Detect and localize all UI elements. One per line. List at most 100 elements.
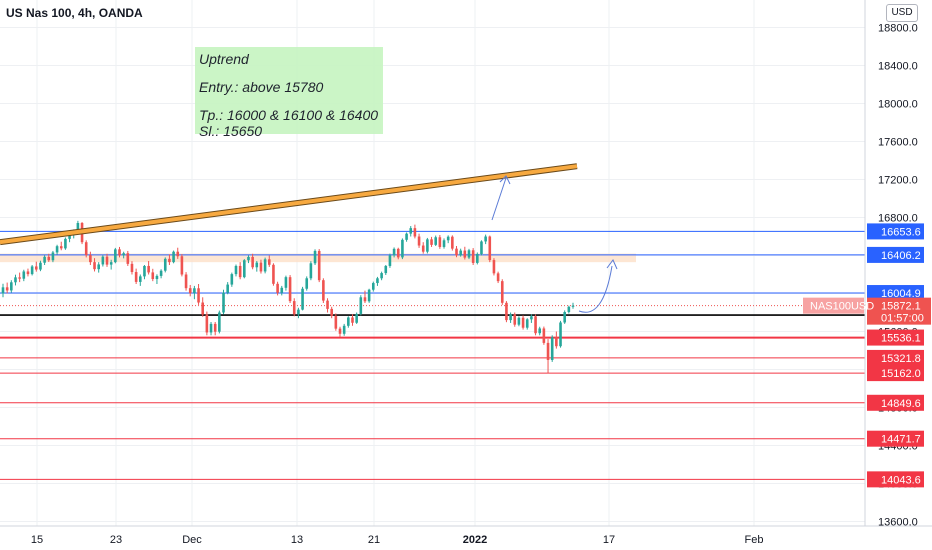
candle[interactable] bbox=[476, 252, 479, 265]
candle[interactable] bbox=[122, 251, 125, 259]
candle[interactable] bbox=[513, 312, 517, 327]
candle[interactable] bbox=[193, 285, 196, 300]
candle[interactable] bbox=[255, 261, 259, 272]
candle[interactable] bbox=[521, 315, 525, 330]
candle[interactable] bbox=[505, 301, 508, 323]
candle[interactable] bbox=[355, 312, 358, 324]
candles[interactable] bbox=[1, 220, 575, 374]
candle[interactable] bbox=[130, 261, 134, 275]
candle[interactable] bbox=[114, 247, 117, 264]
candle[interactable] bbox=[30, 265, 34, 276]
candle[interactable] bbox=[64, 237, 67, 250]
candle[interactable] bbox=[26, 268, 30, 277]
candle[interactable] bbox=[251, 253, 254, 270]
candle[interactable] bbox=[14, 274, 17, 286]
candle[interactable] bbox=[509, 312, 512, 323]
candle[interactable] bbox=[442, 238, 446, 249]
candle[interactable] bbox=[97, 262, 100, 273]
candle[interactable] bbox=[500, 279, 504, 305]
candle[interactable] bbox=[309, 261, 313, 281]
projection-arrowhead[interactable] bbox=[499, 175, 511, 185]
candle[interactable] bbox=[280, 285, 284, 296]
time-axis[interactable]: 15 23 Dec 13 21 2022 17 Feb bbox=[0, 525, 932, 546]
candle[interactable] bbox=[243, 259, 246, 279]
candle[interactable] bbox=[388, 253, 392, 268]
price-level-badge[interactable]: 14471.7 bbox=[867, 430, 924, 447]
candle[interactable] bbox=[180, 254, 184, 277]
candle[interactable] bbox=[147, 261, 150, 275]
candle[interactable] bbox=[405, 232, 408, 242]
candle[interactable] bbox=[534, 314, 537, 336]
candle[interactable] bbox=[176, 247, 180, 259]
candle[interactable] bbox=[317, 249, 321, 283]
candle[interactable] bbox=[118, 246, 121, 258]
candle[interactable] bbox=[313, 249, 317, 265]
candle[interactable] bbox=[234, 264, 238, 277]
candle[interactable] bbox=[455, 246, 458, 258]
candle[interactable] bbox=[326, 298, 329, 313]
candle[interactable] bbox=[484, 234, 487, 245]
candle[interactable] bbox=[471, 248, 475, 265]
price-level-badge[interactable]: 14043.6 bbox=[867, 471, 924, 488]
candle[interactable] bbox=[384, 265, 388, 275]
candle[interactable] bbox=[138, 274, 142, 286]
projection-arrow-curve[interactable] bbox=[578, 265, 613, 313]
candle[interactable] bbox=[567, 305, 571, 314]
candle[interactable] bbox=[101, 255, 105, 267]
candle[interactable] bbox=[550, 335, 554, 362]
candle[interactable] bbox=[276, 281, 279, 296]
price-level-badge[interactable]: 15321.8 bbox=[867, 349, 924, 366]
candle[interactable] bbox=[184, 272, 188, 291]
candle[interactable] bbox=[459, 248, 462, 257]
candle[interactable] bbox=[155, 274, 159, 284]
candle[interactable] bbox=[342, 323, 346, 336]
candle[interactable] bbox=[371, 281, 375, 292]
candle[interactable] bbox=[351, 314, 354, 326]
candle[interactable] bbox=[297, 307, 300, 319]
candle[interactable] bbox=[430, 236, 433, 247]
candle[interactable] bbox=[226, 282, 229, 295]
candle[interactable] bbox=[34, 261, 38, 272]
candle[interactable] bbox=[109, 259, 113, 270]
candle[interactable] bbox=[213, 322, 217, 336]
candle[interactable] bbox=[463, 246, 467, 260]
drawings[interactable] bbox=[0, 163, 618, 313]
candle[interactable] bbox=[259, 259, 263, 274]
candle[interactable] bbox=[359, 295, 363, 316]
candle[interactable] bbox=[438, 234, 442, 249]
candle[interactable] bbox=[89, 251, 92, 265]
candle[interactable] bbox=[530, 314, 533, 323]
candle[interactable] bbox=[10, 280, 13, 293]
candle[interactable] bbox=[301, 286, 304, 311]
candle[interactable] bbox=[247, 255, 250, 264]
currency-button[interactable]: USD bbox=[886, 4, 918, 22]
candle[interactable] bbox=[163, 257, 167, 273]
candle[interactable] bbox=[376, 276, 379, 286]
candle[interactable] bbox=[93, 258, 96, 272]
candle[interactable] bbox=[409, 226, 413, 237]
price-level-badge[interactable]: 15162.0 bbox=[867, 365, 924, 382]
candle[interactable] bbox=[159, 269, 163, 279]
candle[interactable] bbox=[209, 322, 213, 336]
candle[interactable] bbox=[272, 263, 275, 286]
candle[interactable] bbox=[421, 242, 425, 254]
candle[interactable] bbox=[347, 316, 350, 328]
candle[interactable] bbox=[230, 272, 234, 287]
candle[interactable] bbox=[172, 250, 175, 264]
candle[interactable] bbox=[571, 302, 575, 309]
price-level-badge[interactable]: 16653.6 bbox=[867, 223, 924, 240]
candle[interactable] bbox=[334, 313, 338, 331]
candle[interactable] bbox=[392, 247, 396, 258]
candle[interactable] bbox=[205, 311, 209, 336]
candle[interactable] bbox=[542, 326, 546, 345]
candle[interactable] bbox=[188, 284, 192, 297]
candle[interactable] bbox=[292, 298, 296, 317]
candle[interactable] bbox=[563, 310, 566, 324]
candle[interactable] bbox=[22, 269, 26, 282]
candle[interactable] bbox=[43, 255, 46, 265]
candle[interactable] bbox=[218, 310, 221, 334]
annotation-note[interactable]: Uptrend Entry.: above 15780 Tp.: 16000 &… bbox=[195, 47, 383, 139]
candle[interactable] bbox=[143, 265, 146, 280]
candle[interactable] bbox=[18, 272, 21, 283]
